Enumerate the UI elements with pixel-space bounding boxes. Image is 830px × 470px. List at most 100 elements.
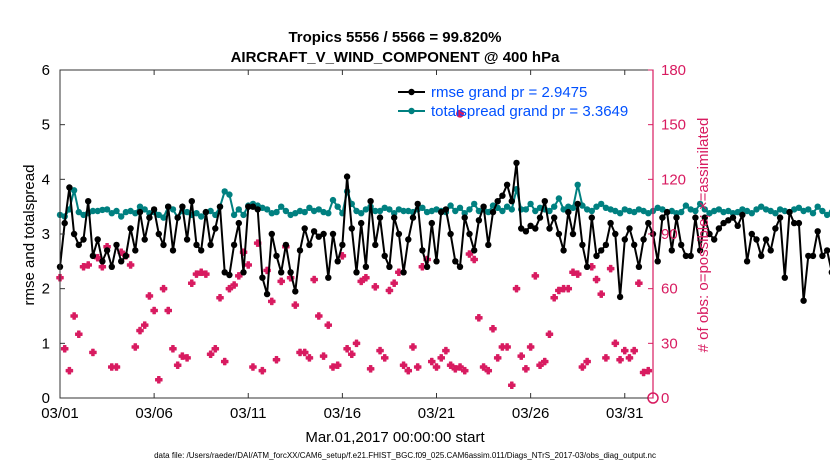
obs-assimilated-marker — [573, 270, 582, 278]
rmse-point — [668, 247, 675, 254]
rmse-point — [607, 219, 614, 227]
rmse-point — [466, 230, 473, 238]
totalspread-point — [461, 210, 468, 217]
obs-assimilated-marker — [503, 343, 511, 351]
rmse-point — [165, 203, 172, 210]
obs-assimilated-marker — [376, 346, 384, 355]
chart-title-line2: AIRCRAFT_V_WIND_COMPONENT @ 400 hPa — [231, 49, 561, 66]
rmse-point — [739, 211, 746, 219]
obs-assimilated-marker — [169, 345, 177, 353]
rmse-point — [518, 225, 525, 232]
y-left-tick-label: 6 — [42, 62, 50, 79]
totalspread-point — [160, 214, 167, 221]
rmse-point — [198, 247, 205, 254]
totalspread-point — [113, 207, 120, 215]
obs-assimilated-marker — [258, 366, 267, 375]
totalspread-point — [278, 203, 285, 210]
totalspread-point — [551, 203, 558, 210]
rmse-point — [593, 252, 600, 260]
rmse-point — [423, 263, 431, 270]
y-right-tick-label: 30 — [661, 335, 678, 352]
totalspread-point — [103, 206, 111, 213]
rmse-point — [169, 247, 177, 254]
rmse-point — [94, 236, 101, 243]
obs-assimilated-marker — [512, 284, 521, 293]
obs-assimilated-marker — [545, 330, 554, 338]
totalspread-point — [692, 207, 699, 215]
obs-assimilated-marker — [136, 326, 144, 335]
obs-assimilated-marker — [150, 306, 158, 315]
rmse-point — [569, 230, 577, 238]
totalspread-point — [682, 202, 690, 209]
obs-assimilated-marker — [253, 239, 262, 247]
rmse-point — [428, 219, 435, 227]
obs-possible-marker — [456, 109, 465, 118]
x-tick-label: 03/06 — [135, 405, 173, 422]
obs-assimilated-marker — [268, 297, 276, 306]
rmse-point — [809, 252, 817, 260]
totalspread-point — [814, 203, 821, 210]
rmse-point — [108, 263, 116, 270]
totalspread-point — [358, 210, 365, 217]
rmse-point — [113, 241, 120, 249]
rmse-point — [405, 236, 412, 243]
rmse-point — [781, 274, 788, 281]
obs-assimilated-marker — [635, 279, 643, 287]
obs-assimilated-marker — [541, 357, 549, 366]
rmse-point — [89, 252, 97, 260]
obs-assimilated-marker — [606, 264, 615, 273]
obs-assimilated-marker — [428, 357, 436, 366]
totalspread-point — [748, 210, 755, 217]
obs-assimilated-marker — [611, 339, 620, 348]
legend-marker — [408, 88, 415, 96]
obs-assimilated-marker — [484, 366, 493, 375]
obs-assimilated-marker — [550, 294, 558, 302]
y-left-tick-label: 3 — [42, 226, 50, 243]
totalspread-point — [659, 206, 666, 213]
x-tick-label: 03/26 — [512, 405, 550, 422]
obs-assimilated-marker — [366, 365, 375, 373]
obs-assimilated-marker — [442, 346, 450, 355]
rmse-point — [729, 214, 737, 221]
rmse-point — [66, 184, 73, 191]
rmse-point — [748, 230, 755, 238]
obs-assimilated-marker — [470, 255, 478, 264]
rmse-point — [433, 258, 440, 265]
legend: rmse grand pr = 2.9475 totalspread grand … — [398, 84, 628, 120]
rmse-point — [296, 247, 304, 254]
totalspread-point — [569, 204, 577, 211]
rmse-point — [193, 241, 200, 249]
rmse-point — [362, 263, 370, 270]
rmse-point — [663, 208, 671, 216]
obs-assimilated-marker — [531, 272, 540, 280]
rmse-point — [325, 274, 332, 281]
obs-assimilated-marker — [155, 376, 163, 384]
rmse-point — [621, 236, 628, 243]
rmse-point — [278, 269, 285, 276]
obs-assimilated-marker — [413, 363, 422, 371]
obs-assimilated-marker — [112, 363, 121, 371]
data-file-footnote: data file: /Users/raeder/DAI/ATM_forcXX/… — [154, 451, 656, 460]
y-left-tick-label: 1 — [42, 335, 50, 352]
rmse-point — [527, 222, 534, 229]
obs-assimilated-marker — [183, 354, 191, 362]
totalspread-point — [235, 206, 242, 213]
totalspread-point — [598, 200, 605, 208]
rmse-point — [711, 236, 718, 243]
totalspread-point — [485, 208, 492, 216]
obs-assimilated-marker — [522, 365, 530, 373]
obs-assimilated-marker — [526, 343, 535, 351]
obs-assimilated-marker — [310, 275, 318, 284]
rmse-point — [386, 263, 393, 270]
rmse-point — [725, 217, 732, 224]
rmse-point — [118, 258, 125, 265]
obs-assimilated-marker — [126, 261, 135, 269]
totalspread-point — [391, 210, 398, 217]
rmse-point — [452, 258, 459, 265]
legend-label: rmse grand pr = 2.9475 — [431, 84, 587, 101]
rmse-point — [715, 225, 723, 232]
obs-assimilated-marker — [60, 345, 69, 353]
rmse-point — [461, 214, 468, 221]
totalspread-point — [263, 206, 271, 213]
